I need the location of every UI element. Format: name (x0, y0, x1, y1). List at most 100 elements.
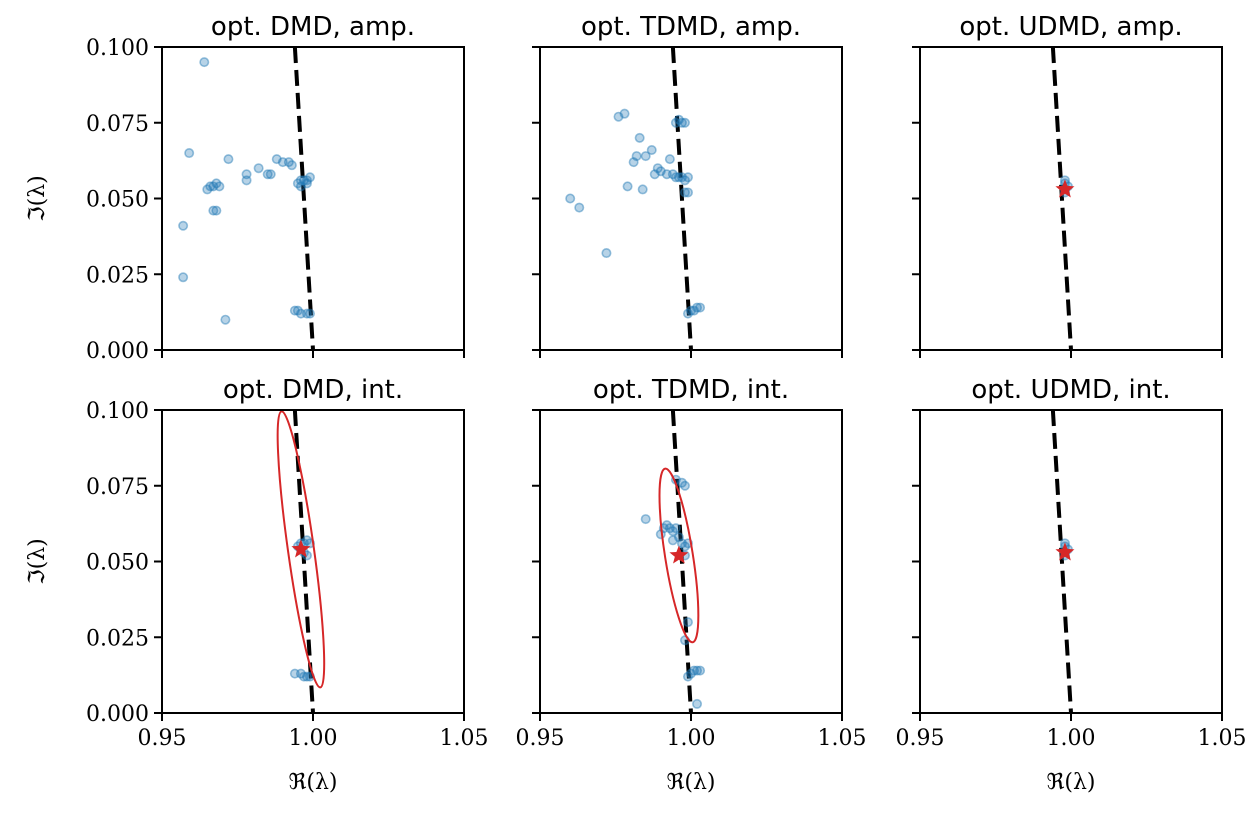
data-point (682, 308, 693, 319)
plot-area (565, 47, 706, 350)
data-point (205, 181, 216, 192)
data-point (220, 314, 231, 325)
panel-title: opt. DMD, amp. (211, 12, 415, 42)
reference-line (1050, 410, 1073, 713)
data-point (283, 157, 294, 168)
panel-4: opt. DMD, int. 0.95 1.00 1.05 0.000 0.025 0.05… (25, 375, 488, 795)
x-tick-label: 1.05 (818, 726, 867, 751)
panel-title: opt. TDMD, amp. (581, 12, 801, 42)
data-point (601, 248, 612, 259)
data-point (241, 169, 252, 180)
x-tick-label: 1.05 (440, 726, 489, 751)
axes-frame (919, 46, 1223, 351)
data-point (265, 169, 276, 180)
data-point (679, 480, 690, 491)
data-point (295, 668, 306, 679)
y-tick-label: 0.000 (86, 339, 149, 364)
panel-title: opt. TDMD, int. (593, 375, 789, 405)
data-point (682, 671, 693, 682)
plot-area (178, 47, 315, 350)
data-point (619, 108, 630, 119)
data-point (622, 181, 633, 192)
data-point (676, 172, 687, 183)
data-point (253, 163, 264, 174)
data-point (286, 160, 297, 171)
data-point (208, 205, 219, 216)
data-point (301, 535, 312, 546)
data-point (679, 175, 690, 186)
data-point (652, 163, 663, 174)
data-point (664, 154, 675, 165)
data-point (661, 520, 672, 531)
plot-area (276, 410, 326, 713)
data-point (682, 172, 693, 183)
data-point (199, 57, 210, 68)
data-point (661, 169, 672, 180)
uncertainty-ellipse (276, 410, 326, 689)
data-point (301, 308, 312, 319)
x-axis-label: ℜ(λ) (666, 770, 715, 795)
data-point (692, 302, 703, 313)
data-point (640, 151, 651, 162)
data-point (271, 154, 282, 165)
data-point (670, 117, 681, 128)
data-point (685, 305, 696, 316)
y-tick-label: 0.075 (86, 475, 149, 500)
data-point (667, 169, 678, 180)
data-point (304, 172, 315, 183)
y-tick-label: 0.000 (86, 702, 149, 727)
mean-star (669, 545, 689, 564)
data-point (685, 668, 696, 679)
data-point (673, 532, 684, 543)
reference-line (1050, 47, 1073, 350)
data-point (295, 181, 306, 192)
y-tick-label: 0.050 (86, 188, 149, 213)
data-point (613, 111, 624, 122)
data-point (184, 148, 195, 159)
data-point (178, 220, 189, 231)
data-point (646, 145, 657, 156)
data-point (664, 523, 675, 534)
y-tick-label: 0.100 (86, 36, 149, 61)
data-point (682, 617, 693, 628)
data-point (679, 117, 690, 128)
axes-frame (539, 46, 843, 351)
reference-line (292, 47, 315, 350)
uncertainty-ellipse (658, 467, 700, 644)
y-tick-label: 0.025 (86, 263, 149, 288)
panel-title: opt. UDMD, int. (971, 375, 1170, 405)
y-tick-label: 0.050 (86, 551, 149, 576)
data-point (695, 302, 706, 313)
data-point (292, 178, 303, 189)
data-point (667, 535, 678, 546)
data-point (298, 671, 309, 682)
panel-1: opt. DMD, amp. 0.000 0.025 0.050 0.075 0.100 ℑ… (25, 12, 465, 364)
x-tick-label: 0.95 (896, 726, 945, 751)
plot-area (1050, 47, 1075, 350)
data-point (262, 169, 273, 180)
x-tick-label: 1.00 (667, 726, 716, 751)
data-point (301, 671, 312, 682)
data-point (223, 154, 234, 165)
data-point (670, 172, 681, 183)
axes-frame (161, 46, 465, 351)
x-tick-label: 0.95 (138, 726, 187, 751)
data-point (289, 668, 300, 679)
reference-line (670, 47, 693, 350)
data-point (292, 305, 303, 316)
panel-title: opt. DMD, int. (223, 375, 403, 405)
data-point (301, 178, 312, 189)
data-point (304, 308, 315, 319)
mean-star (291, 539, 311, 558)
data-point (634, 132, 645, 143)
panel-5: opt. TDMD, int. 0.95 1.00 1.05 ℜ(λ) (516, 375, 867, 795)
y-tick-label: 0.025 (86, 626, 149, 651)
data-point (565, 193, 576, 204)
y-axis-label: ℑ(λ) (25, 175, 50, 221)
data-point (679, 187, 690, 198)
panel-3: opt. UDMD, amp. (912, 12, 1223, 358)
data-point (211, 205, 222, 216)
data-point (277, 157, 288, 168)
y-tick-label: 0.100 (86, 399, 149, 424)
data-point (649, 169, 660, 180)
